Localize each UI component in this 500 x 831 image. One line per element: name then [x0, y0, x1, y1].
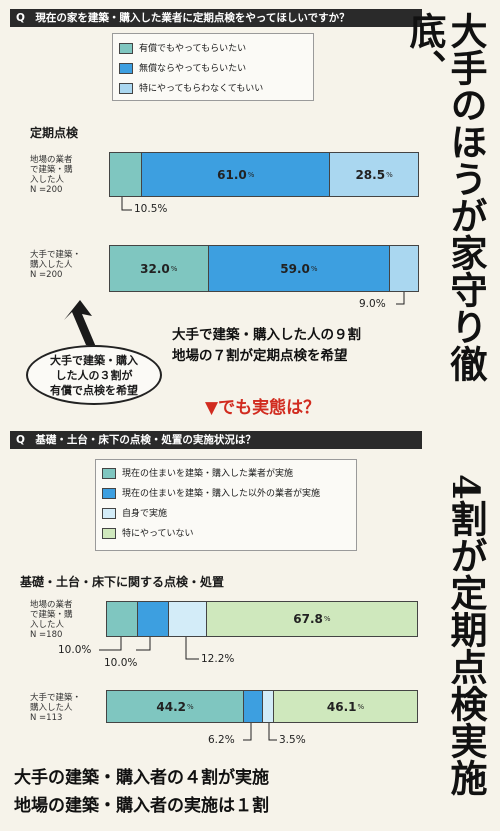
legend-swatch: [119, 63, 133, 74]
callout-10-0b: 10.0%: [104, 657, 138, 669]
up-arrow-icon: [64, 300, 96, 347]
bar-segment: [263, 691, 275, 722]
legend-swatch: [102, 468, 116, 479]
percent-sign: %: [186, 702, 194, 711]
legend-label: 特にやっていない: [122, 529, 194, 539]
callout-10-5: 10.5%: [134, 203, 168, 215]
red-question: ▼でも実態は？: [205, 398, 321, 418]
callout-line-10-5: [121, 197, 132, 211]
callout-10-0a: 10.0%: [58, 644, 92, 656]
data-label: 46.1: [326, 699, 357, 714]
bar1-category-label: 地場の業者 で建築・購 入した人 N =200: [30, 155, 73, 195]
bar-segment: [107, 602, 138, 636]
footer-line-2: 地場の建築・購入者の実施は１割: [14, 796, 269, 816]
legend-label: 現在の住まいを建築・購入した以外の業者が実施: [122, 489, 321, 499]
callout-12-2: 12.2%: [201, 653, 235, 665]
legend-label: 有償でもやってもらいたい: [139, 44, 247, 54]
callout-9-0: 9.0%: [359, 298, 386, 310]
footer-line-1: 大手の建築・購入者の４割が実施: [14, 768, 269, 788]
bar-segment: 61.0%: [142, 153, 331, 196]
q1-question-bar: Q 現在の家を建築・購入した業者に定期点検をやってほしいですか？: [10, 9, 422, 27]
bar4: 44.2% 46.1%: [106, 690, 418, 723]
headline-2: 地場の７割が定期点検を希望: [172, 348, 348, 364]
bar-segment: [390, 246, 418, 291]
bar4-category-label: 大手で建築・ 購入した人 N =113: [30, 693, 82, 723]
data-label: 67.8: [293, 612, 323, 626]
percent-sign: %: [323, 615, 331, 623]
callout-line-12-2: [185, 637, 199, 660]
legend-swatch: [102, 488, 116, 499]
bar-segment: 46.1%: [274, 691, 417, 722]
percent-sign: %: [357, 702, 365, 711]
percent-sign: %: [310, 264, 318, 273]
q1-legend: 有償でもやってもらいたい 無償ならやってもらいたい 特にやってもらわなくてもいい: [112, 33, 314, 101]
callout-line-9-0: [396, 292, 405, 305]
bar-segment: [110, 153, 143, 196]
vertical-title-2: 4割が定期点検実施: [444, 474, 488, 796]
percent-sign: %: [386, 170, 393, 179]
data-label: 32.0: [140, 261, 170, 276]
bar3: 67.8%: [106, 601, 418, 637]
bar-segment: 67.8%: [206, 602, 417, 636]
legend-label: 現在の住まいを建築・購入した業者が実施: [122, 469, 294, 479]
legend-swatch: [119, 83, 133, 94]
callout-line-10-0a: [99, 637, 122, 651]
bar-segment: 44.2%: [107, 691, 245, 722]
vertical-title-1: 大手のほうが家守り徹底、: [403, 12, 488, 382]
callout-6-2: 6.2%: [208, 734, 235, 746]
bar-segment: [169, 602, 207, 636]
percent-sign: %: [247, 170, 255, 179]
speech-bubble: 大手で建築・購入 した人の３割が 有償で点検を希望: [26, 345, 162, 405]
callout-3-5: 3.5%: [279, 734, 306, 746]
data-label: 28.5: [355, 167, 386, 182]
legend-swatch: [119, 43, 133, 54]
q2-section-title: 基礎・土台・床下に関する点検・処置: [20, 575, 225, 589]
percent-sign: %: [170, 264, 178, 273]
bar1: 61.0% 28.5%: [109, 152, 419, 197]
callout-line-3-5: [268, 723, 277, 741]
bar-segment: 28.5%: [330, 153, 418, 196]
bar-segment: 32.0%: [110, 246, 209, 291]
legend-swatch: [102, 528, 116, 539]
data-label: 61.0: [217, 167, 247, 182]
headline-1: 大手で建築・購入した人の９割: [172, 327, 361, 343]
bar2: 32.0% 59.0%: [109, 245, 419, 292]
data-label: 44.2: [156, 699, 186, 714]
legend-swatch: [102, 508, 116, 519]
bar3-category-label: 地場の業者 で建築・購 入した人 N =180: [30, 600, 73, 640]
legend-label: 特にやってもらわなくてもいい: [139, 84, 264, 94]
data-label: 59.0: [280, 261, 310, 276]
q2-legend: 現在の住まいを建築・購入した業者が実施 現在の住まいを建築・購入した以外の業者が…: [95, 459, 357, 551]
bar-segment: [138, 602, 169, 636]
bar-segment: 59.0%: [208, 246, 391, 291]
callout-line-10-0b: [136, 637, 151, 651]
legend-label: 無償ならやってもらいたい: [139, 64, 247, 74]
q1-section-title: 定期点検: [30, 126, 79, 140]
bar-segment: [244, 691, 264, 722]
callout-line-6-2: [243, 723, 252, 741]
legend-label: 自身で実施: [122, 509, 168, 519]
bar2-category-label: 大手で建築・ 購入した人 N =200: [30, 250, 82, 280]
q2-question-bar: Q 基礎・土台・床下の点検・処置の実施状況は？: [10, 431, 422, 449]
